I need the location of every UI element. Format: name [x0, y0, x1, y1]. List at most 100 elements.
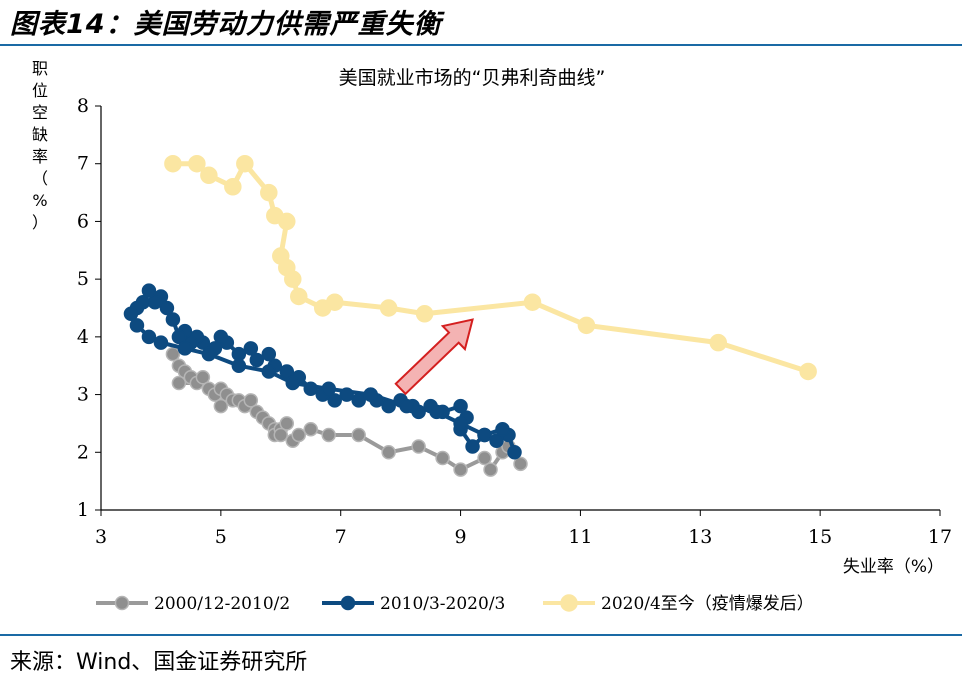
legend: 2000/12-2010/2 2010/3-2020/3 2020/4至今（疫情爆发…	[96, 594, 814, 614]
series-point	[453, 416, 468, 431]
legend-swatch-marker	[340, 595, 356, 611]
series-point	[290, 287, 308, 306]
x-tick-label: 3	[95, 526, 107, 548]
series-point	[266, 206, 284, 225]
source-note: 来源：Wind、国金证券研究所	[10, 650, 308, 675]
y-tick-label: 6	[77, 210, 89, 232]
series-point	[243, 341, 259, 356]
x-tick-label: 9	[455, 526, 467, 548]
legend-label: 2020/4至今（疫情爆发后）	[601, 594, 814, 614]
x-tick-label: 5	[215, 526, 227, 548]
x-tick-label: 7	[335, 526, 347, 548]
series-point	[249, 352, 265, 368]
y-tick-label: 1	[77, 499, 89, 521]
series-point	[165, 312, 181, 327]
y-tick-label: 5	[77, 268, 89, 290]
y-tick-label: 4	[77, 326, 89, 348]
legend-swatch-marker	[560, 594, 578, 612]
legend-label: 2010/3-2020/3	[380, 594, 505, 614]
series-point	[435, 450, 450, 466]
series-point	[291, 427, 307, 443]
series-point	[453, 462, 468, 477]
series-point	[577, 316, 596, 335]
legend-swatch-marker	[114, 595, 130, 611]
series-point	[415, 305, 434, 323]
x-tick-label: 17	[928, 526, 952, 548]
figure-title: 图表14：美国劳动力供需严重失衡	[10, 9, 442, 40]
series-2	[123, 283, 522, 460]
series-point	[272, 247, 290, 265]
series-layer	[123, 154, 817, 477]
series-point	[213, 329, 229, 345]
bottom-divider	[0, 634, 962, 636]
series-point	[799, 362, 817, 381]
series-point	[224, 178, 242, 196]
series-point	[213, 398, 229, 414]
series-point	[483, 462, 498, 477]
arrow-shape	[394, 318, 474, 396]
series-point	[477, 427, 492, 443]
series-point	[495, 421, 510, 437]
series-point	[399, 398, 414, 414]
series-point	[177, 341, 193, 356]
series-point	[313, 299, 332, 317]
series-point	[243, 393, 259, 408]
series-point	[201, 346, 217, 362]
series-point	[141, 329, 157, 345]
series-point	[321, 427, 336, 443]
series-point	[465, 439, 480, 454]
series-point	[411, 439, 426, 454]
series-point	[123, 306, 139, 322]
series-3	[164, 154, 817, 381]
beveridge-chart: 美国就业市场的“贝弗利奇曲线” 职位空缺率（%） 1 2 3 4 5 6 7 8 3 5 7 9 11…	[32, 59, 952, 614]
series-point	[379, 299, 398, 317]
y-tick-label: 7	[77, 153, 89, 175]
series-point	[321, 381, 336, 397]
legend-label: 2000/12-2010/2	[154, 594, 290, 614]
series-point	[171, 329, 187, 345]
x-tick-label: 15	[808, 526, 832, 548]
series-point	[709, 333, 728, 352]
chart-title: 美国就业市场的“贝弗利奇曲线”	[339, 67, 606, 89]
series-point	[236, 154, 254, 173]
y-tick-label: 3	[77, 384, 89, 406]
series-point	[477, 450, 492, 466]
series-point	[507, 445, 522, 460]
series-point	[261, 346, 277, 362]
series-point	[164, 154, 182, 173]
legend-item: 2010/3-2020/3	[322, 594, 505, 614]
series-point	[261, 364, 277, 379]
series-point	[279, 364, 295, 379]
series-point	[279, 416, 295, 431]
x-ticks: 3 5 7 9 11 13 15 17	[95, 510, 952, 548]
series-point	[489, 433, 504, 448]
x-tick-label: 13	[688, 526, 712, 548]
series-1	[165, 346, 528, 477]
y-ticks: 1 2 3 4 5 6 7 8	[77, 95, 101, 521]
series-point	[231, 358, 247, 373]
series-point	[363, 387, 378, 402]
series-point	[523, 293, 542, 311]
top-divider	[0, 44, 962, 46]
series-point	[453, 398, 468, 414]
series-point	[153, 335, 169, 350]
series-point	[327, 393, 342, 408]
series-point	[188, 154, 206, 173]
series-point	[351, 393, 366, 408]
series-point	[141, 283, 157, 298]
series-point	[159, 300, 175, 316]
series-point	[273, 427, 289, 443]
y-axis-label: 职位空缺率（%）	[32, 59, 48, 232]
series-point	[171, 375, 187, 391]
legend-item: 2020/4至今（疫情爆发后）	[543, 594, 814, 614]
series-point	[303, 421, 318, 437]
x-axis-label: 失业率（%）	[843, 557, 944, 577]
series-point	[513, 456, 528, 472]
series-point	[381, 398, 396, 414]
series-point	[285, 375, 301, 391]
series-point	[303, 381, 318, 397]
y-tick-label: 2	[77, 441, 89, 463]
series-point	[195, 370, 211, 385]
series-point	[165, 346, 181, 362]
y-tick-label: 8	[77, 95, 89, 117]
